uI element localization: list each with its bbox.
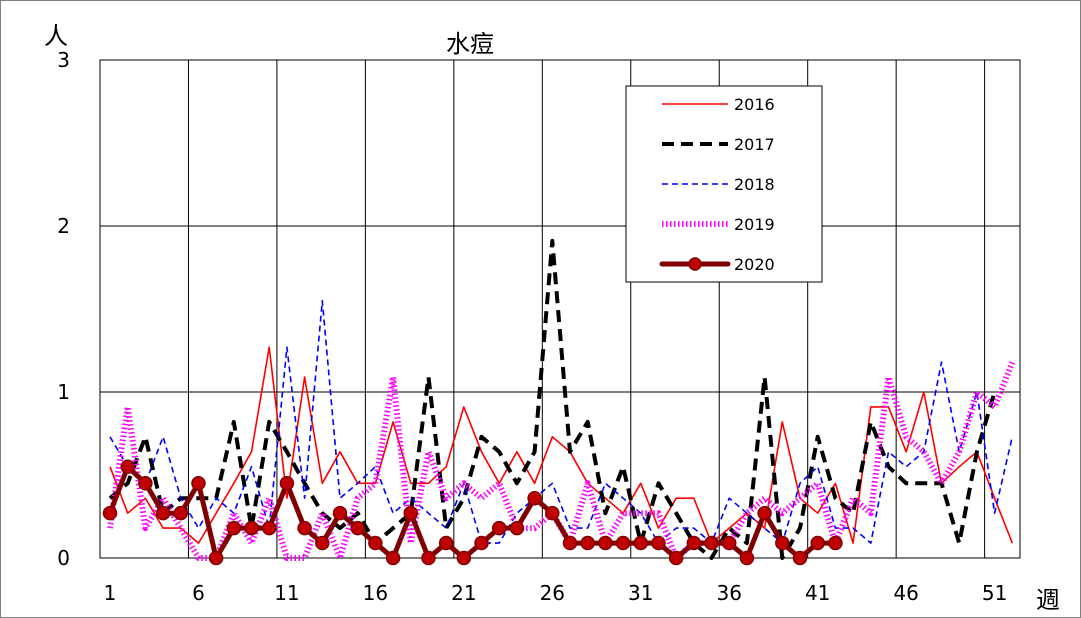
x-tick-label: 31 [628, 581, 653, 605]
data-point-2020 [580, 535, 595, 551]
data-point-2020 [173, 505, 189, 521]
data-point-2020 [721, 535, 737, 551]
data-point-2020 [792, 550, 808, 566]
x-tick-label: 26 [540, 581, 565, 605]
data-point-2020 [509, 520, 525, 536]
data-point-2020 [438, 535, 454, 551]
data-point-2020 [757, 505, 772, 521]
x-tick-label: 51 [982, 581, 1007, 605]
data-point-2020 [456, 550, 472, 566]
data-point-2020 [668, 550, 684, 566]
series-line-2018 [109, 299, 1014, 544]
data-point-2020 [208, 550, 224, 566]
y-tick-label: 1 [57, 380, 70, 404]
chart-title: 水痘 [446, 30, 494, 58]
legend-label-2017: 2017 [734, 135, 775, 154]
data-point-2020 [686, 535, 702, 551]
data-point-2020 [279, 476, 295, 491]
x-tick-label: 36 [717, 581, 742, 605]
data-point-2020 [474, 535, 489, 551]
data-point-2020 [297, 520, 312, 536]
data-point-2020 [562, 535, 578, 551]
data-point-2020 [403, 505, 419, 521]
data-point-2020 [828, 535, 843, 551]
data-point-2020 [598, 535, 613, 551]
data-point-2020 [421, 550, 436, 566]
series-line-2016 [109, 346, 1014, 544]
data-point-2020 [332, 505, 348, 521]
series-line-2017 [108, 238, 997, 560]
x-axis-label: 週 [1036, 586, 1060, 614]
data-point-2020 [775, 535, 790, 551]
x-tick-label: 1 [104, 581, 117, 605]
data-point-2020 [385, 550, 401, 566]
legend-label-2016: 2016 [734, 95, 775, 114]
series-group [102, 238, 1016, 566]
data-point-2020 [102, 505, 118, 521]
legend-label-2020: 2020 [734, 255, 775, 274]
y-axis-label: 人 [44, 22, 68, 50]
data-point-2020 [739, 550, 755, 566]
data-point-2020 [191, 476, 206, 491]
y-tick-label: 3 [57, 48, 70, 72]
y-tick-label: 0 [57, 546, 70, 570]
data-point-2020 [527, 490, 542, 506]
legend: 2016 2017 2018 2019 2020 [625, 85, 823, 283]
data-point-2020 [155, 505, 171, 521]
data-point-2020 [261, 520, 277, 536]
data-point-2020 [244, 520, 259, 536]
data-point-2020 [138, 476, 153, 491]
data-point-2020 [615, 535, 631, 551]
data-point-2020 [810, 535, 825, 551]
x-tick-label: 41 [805, 581, 830, 605]
data-point-2020 [120, 459, 135, 474]
x-tick-label: 46 [893, 581, 918, 605]
x-tick-label: 11 [274, 581, 299, 605]
y-tick-label: 2 [57, 214, 70, 238]
data-point-2020 [491, 520, 507, 536]
data-point-2020 [350, 520, 365, 536]
legend-label-2018: 2018 [734, 175, 775, 194]
data-point-2020 [651, 535, 666, 551]
data-point-2020 [545, 505, 560, 521]
legend-marker-2020 [688, 257, 702, 271]
data-point-2020 [315, 535, 330, 551]
legend-label-2019: 2019 [734, 215, 775, 234]
x-tick-label: 6 [192, 581, 205, 605]
data-point-2020 [633, 535, 649, 551]
x-tick-label: 21 [451, 581, 476, 605]
data-point-2020 [368, 535, 383, 551]
x-tick-label: 16 [363, 581, 388, 605]
data-point-2020 [704, 535, 719, 551]
data-point-2020 [226, 520, 242, 536]
